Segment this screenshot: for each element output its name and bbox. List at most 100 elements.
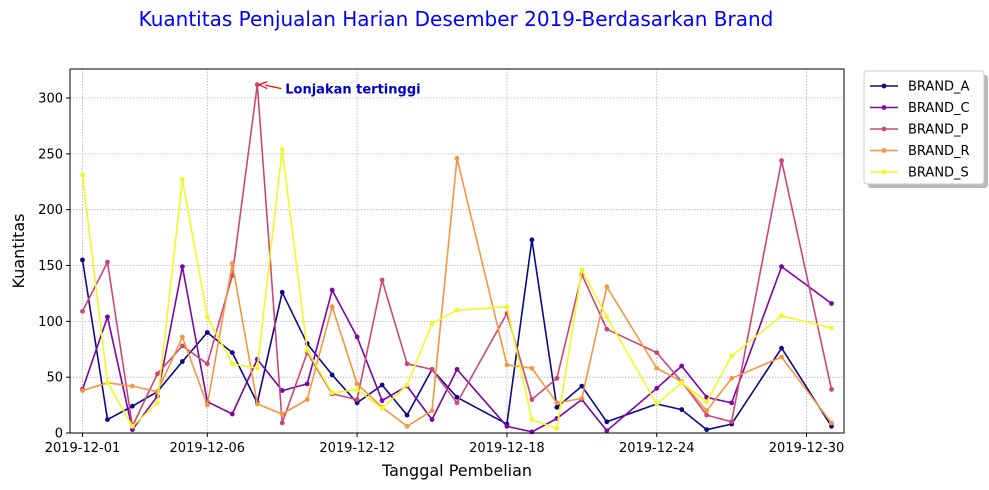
x-tick-label: 2019-12-01 xyxy=(45,441,121,456)
data-point xyxy=(304,381,310,387)
data-point xyxy=(179,177,185,182)
data-point xyxy=(604,428,610,434)
data-point xyxy=(529,237,535,243)
series-line xyxy=(82,157,833,428)
data-point xyxy=(604,326,610,332)
data-point xyxy=(429,366,435,372)
data-point xyxy=(679,407,685,412)
data-point xyxy=(529,429,535,435)
y-tick-label: 200 xyxy=(38,203,63,218)
data-point xyxy=(105,314,110,320)
plot-area-frame xyxy=(69,68,845,434)
data-point xyxy=(254,365,260,371)
data-point xyxy=(504,304,510,310)
legend-label: BRAND_P xyxy=(908,123,969,138)
data-point xyxy=(179,343,185,349)
data-point xyxy=(105,417,110,423)
data-point xyxy=(130,383,135,389)
legend-item: BRAND_C xyxy=(870,101,970,116)
data-point xyxy=(229,411,235,417)
data-point xyxy=(454,366,460,372)
legend-item: BRAND_R xyxy=(870,144,970,159)
data-point xyxy=(729,400,735,406)
legend: BRAND_A BRAND_C BRAND_P BRAND_R BRAND_S xyxy=(863,70,988,188)
data-point xyxy=(654,350,660,356)
data-point xyxy=(529,365,535,371)
data-point xyxy=(329,390,335,396)
data-point xyxy=(354,387,360,392)
data-point xyxy=(554,400,560,406)
data-point xyxy=(429,408,435,414)
data-point xyxy=(354,334,360,340)
legend-item: BRAND_A xyxy=(870,80,970,95)
data-point xyxy=(204,314,210,320)
series-brand-r xyxy=(80,155,834,429)
annotation: Lonjakan tertinggi xyxy=(257,81,421,98)
legend-marker xyxy=(881,126,887,132)
data-point xyxy=(829,325,834,331)
data-point xyxy=(504,362,510,368)
data-point xyxy=(204,402,210,408)
axis-ticks: 2019-12-01 2019-12-06 2019-12-12 2019-12-18… xyxy=(38,92,844,456)
data-point xyxy=(279,411,285,417)
data-point xyxy=(729,375,735,381)
x-tick-label: 2019-12-30 xyxy=(769,441,845,456)
data-point xyxy=(229,350,235,356)
data-point xyxy=(204,361,210,367)
data-point xyxy=(80,388,85,393)
data-point xyxy=(704,399,710,405)
data-point xyxy=(654,401,660,407)
legend-item: BRAND_P xyxy=(870,123,969,138)
data-point xyxy=(829,387,834,392)
x-axis-label: Tanggal Pembelian xyxy=(381,461,532,480)
data-point xyxy=(130,423,135,429)
data-point xyxy=(354,397,360,402)
data-point xyxy=(529,397,535,402)
data-point xyxy=(379,277,385,283)
data-point xyxy=(404,382,410,388)
data-point xyxy=(179,359,185,364)
data-point xyxy=(529,417,535,423)
data-point xyxy=(779,158,784,163)
data-point xyxy=(604,419,610,425)
x-tick-label: 2019-12-18 xyxy=(469,441,545,456)
data-point xyxy=(554,375,560,381)
data-point xyxy=(354,400,360,406)
data-point xyxy=(80,257,85,263)
legend-item: BRAND_S xyxy=(870,166,969,181)
data-point xyxy=(604,314,610,320)
data-point xyxy=(229,260,235,266)
data-point xyxy=(454,394,460,400)
legend-marker xyxy=(881,169,887,175)
chart-title: Kuantitas Penjualan Harian Desember 2019… xyxy=(139,7,774,31)
data-point xyxy=(80,308,85,314)
data-point xyxy=(329,304,335,310)
data-point xyxy=(379,398,385,404)
annotation-arrow xyxy=(265,84,282,90)
data-point xyxy=(554,404,560,410)
data-point xyxy=(130,427,135,433)
data-point xyxy=(254,401,260,407)
data-point xyxy=(429,417,435,423)
data-point xyxy=(154,400,160,406)
data-point xyxy=(654,365,660,371)
data-point xyxy=(229,361,235,367)
data-point xyxy=(579,383,585,389)
x-tick-label: 2019-12-24 xyxy=(619,441,695,456)
data-point xyxy=(130,403,135,409)
data-point xyxy=(279,289,285,295)
data-point xyxy=(829,301,834,306)
data-point xyxy=(105,259,110,265)
data-point xyxy=(80,172,85,178)
data-point xyxy=(729,353,735,359)
data-point xyxy=(179,264,185,270)
data-point xyxy=(704,412,710,418)
data-point xyxy=(779,313,784,319)
series-line xyxy=(81,83,833,428)
data-point xyxy=(779,345,784,351)
data-point xyxy=(829,420,834,426)
data-point xyxy=(279,388,285,393)
data-point xyxy=(679,363,685,369)
data-point xyxy=(654,385,660,391)
series-brand-s xyxy=(80,146,834,431)
